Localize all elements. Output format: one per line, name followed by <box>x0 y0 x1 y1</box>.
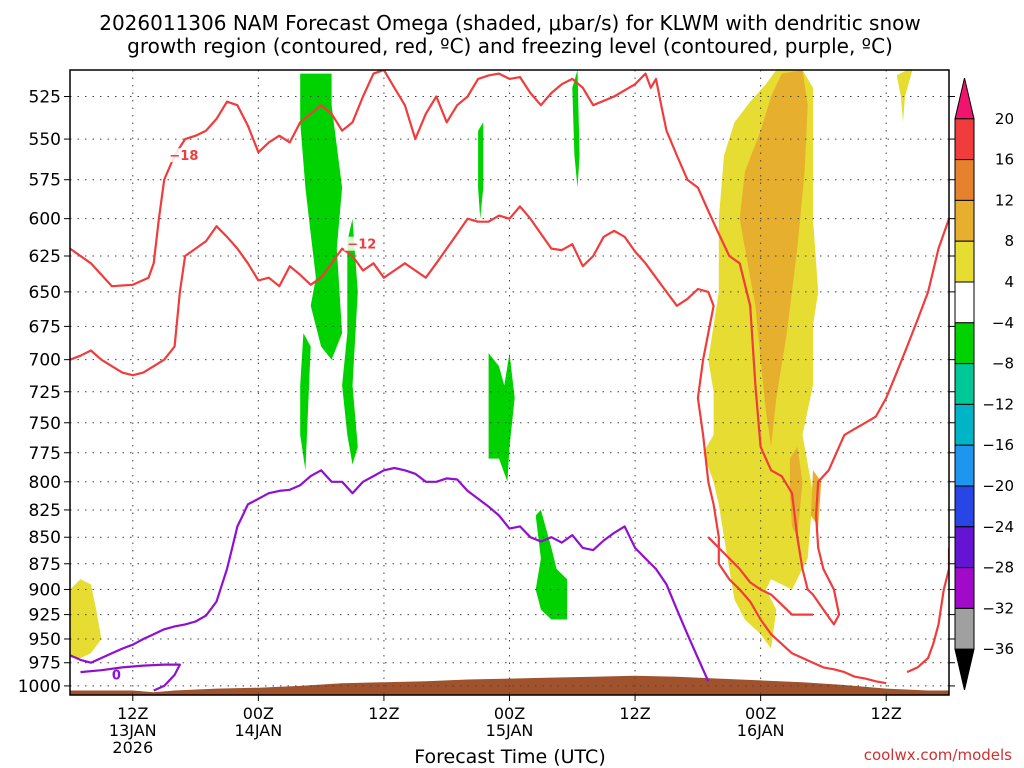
y-tick-label: 675 <box>29 317 61 337</box>
x-tick-label: 12Z <box>368 704 399 723</box>
omega-region <box>478 122 484 219</box>
chart-title-line2: growth region (contoured, red, ºC) and f… <box>127 34 893 58</box>
colorbar-segment <box>954 403 975 446</box>
credit-link[interactable]: coolwx.com/models <box>864 746 1012 764</box>
contour-label: −12 <box>347 238 376 253</box>
colorbar-label: −28 <box>982 559 1014 577</box>
y-axis: 525 550 575 600 625 650 675 700 725 750 775 800 825 8… <box>18 88 955 697</box>
omega-region <box>70 579 102 658</box>
colorbar-arrow-top <box>954 77 975 120</box>
y-tick-label: 825 <box>29 501 61 521</box>
y-tick-label: 650 <box>29 283 61 303</box>
y-tick-label: 725 <box>29 383 61 403</box>
colorbar-segment <box>954 607 975 650</box>
chart-title-line1: 2026011306 NAM Forecast Omega (shaded, μ… <box>99 11 921 35</box>
colorbar-label: 4 <box>1004 273 1014 291</box>
colorbar-segment <box>954 444 975 487</box>
colorbar-label: −20 <box>982 477 1014 495</box>
omega-region <box>488 353 515 482</box>
x-tick-label: 14JAN <box>234 721 282 740</box>
x-tick-label: 12Z <box>117 704 148 723</box>
colorbar-segment <box>954 159 975 201</box>
colorbar-label: 16 <box>995 151 1014 169</box>
omega-region <box>896 70 913 123</box>
colorbar-segment <box>954 567 975 609</box>
colorbar-label: −12 <box>982 395 1014 413</box>
omega-region <box>342 218 358 465</box>
contour-label: −18 <box>169 149 198 164</box>
omega-region <box>300 73 343 360</box>
contour-lines: −18 −12 0 <box>70 70 949 692</box>
omega-region <box>572 70 580 188</box>
x-axis-title: Forecast Time (UTC) <box>414 746 605 768</box>
colorbar-segment <box>954 526 975 569</box>
y-tick-label: 975 <box>29 654 61 674</box>
x-tick-label: 12Z <box>619 704 650 723</box>
x-tick-label: 13JAN <box>109 721 157 740</box>
colorbar-label: 12 <box>995 191 1014 209</box>
colorbar-segment <box>954 281 975 324</box>
colorbar-label: −8 <box>992 355 1014 373</box>
y-tick-label: 550 <box>29 130 61 150</box>
contour-line <box>707 536 813 616</box>
contour-label-bg <box>166 148 197 163</box>
colorbar-segment <box>954 240 975 283</box>
omega-region <box>535 509 568 620</box>
x-tick-label: 00Z <box>745 704 776 723</box>
x-tick-label: 00Z <box>243 704 274 723</box>
colorbar-label: −32 <box>982 599 1014 617</box>
y-tick-label: 850 <box>29 528 61 548</box>
colorbar-arrow-bottom <box>954 648 975 691</box>
contour-label: 0 <box>112 669 121 684</box>
y-tick-label: 925 <box>29 606 61 626</box>
contour-label-bg <box>344 236 375 251</box>
colorbar-label: 8 <box>1004 232 1014 250</box>
contour-line <box>70 205 887 685</box>
omega-shading <box>70 70 913 658</box>
plot-area: −18 −12 0 <box>70 70 949 695</box>
y-tick-label: 800 <box>29 473 61 493</box>
x-tick-label: 00Z <box>494 704 525 723</box>
omega-region <box>739 70 808 447</box>
colorbar-segment <box>954 363 975 405</box>
contour-line <box>70 466 710 682</box>
omega-region <box>300 333 311 471</box>
colorbar-segment <box>954 199 975 242</box>
contour-line <box>906 547 949 674</box>
colorbar-segment <box>954 118 975 161</box>
colorbar-label: 20 <box>995 110 1014 128</box>
x-tick-label: 12Z <box>871 704 902 723</box>
colorbar-segment <box>954 322 975 365</box>
y-tick-label: 525 <box>29 88 61 108</box>
colorbar-label: −16 <box>982 436 1014 454</box>
omega-region <box>789 446 803 538</box>
y-tick-label: 700 <box>29 351 61 371</box>
contour-label-bg <box>108 667 123 682</box>
colorbar-label: −24 <box>982 518 1014 536</box>
y-tick-label: 1000 <box>18 677 61 697</box>
y-tick-label: 750 <box>29 414 61 434</box>
y-tick-label: 950 <box>29 630 61 650</box>
colorbar-label: −36 <box>982 640 1014 658</box>
colorbar-label: −4 <box>992 314 1014 332</box>
y-tick-label: 625 <box>29 247 61 267</box>
y-tick-label: 900 <box>29 581 61 601</box>
y-tick-label: 600 <box>29 210 61 230</box>
contour-line <box>80 663 181 692</box>
y-tick-label: 775 <box>29 444 61 464</box>
y-tick-label: 575 <box>29 171 61 191</box>
colorbar: 20 16 12 8 4 −4 −8 −12 −16 −20 −24 −28 −32 −36 <box>954 77 1014 691</box>
x-tick-label: 15JAN <box>486 721 534 740</box>
colorbar-segment <box>954 485 975 528</box>
x-tick-label: 16JAN <box>737 721 785 740</box>
y-tick-label: 875 <box>29 555 61 575</box>
contour-line <box>70 70 949 626</box>
x-tick-label: 2026 <box>112 738 153 757</box>
